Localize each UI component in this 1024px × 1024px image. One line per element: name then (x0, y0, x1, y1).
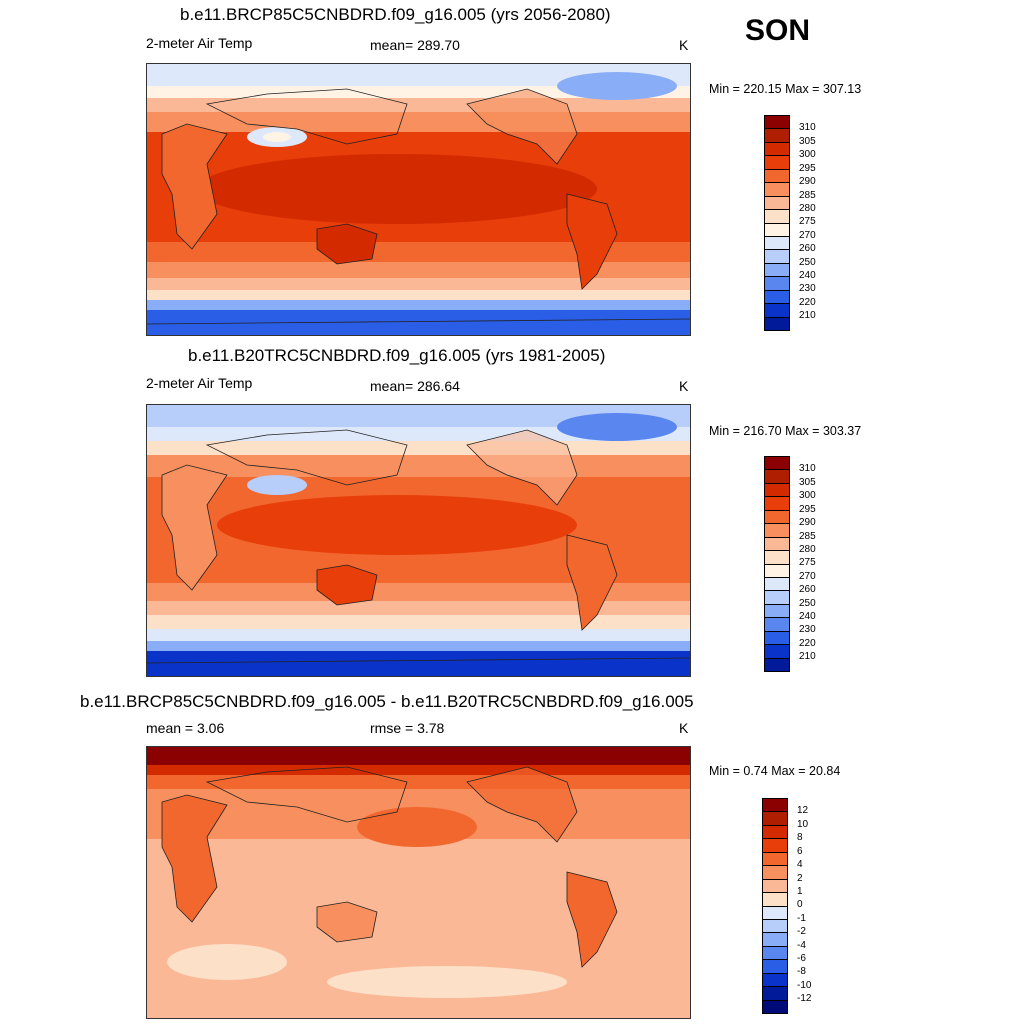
colorbar-tick: -2 (797, 926, 806, 937)
colorbar-tick: 250 (799, 257, 816, 268)
colorbar-tick: 12 (797, 805, 809, 816)
panel-3-title: b.e11.BRCP85C5CNBDRD.f09_g16.005 - b.e11… (80, 692, 694, 711)
colorbar-tick: 4 (797, 859, 803, 870)
panel-2-map-plot (147, 405, 690, 676)
colorbar-tick: 250 (799, 598, 816, 609)
colorbar-tick: -1 (797, 913, 806, 924)
panel-3-colorbar (762, 798, 788, 1014)
panel-1-map-plot (147, 64, 690, 335)
panel-3-mean-label: mean = 3.06 (146, 720, 225, 736)
colorbar-tick: 210 (799, 651, 816, 662)
panel-1-title: b.e11.BRCP85C5CNBDRD.f09_g16.005 (yrs 20… (180, 5, 611, 24)
colorbar-tick: -12 (797, 993, 812, 1004)
panel-3-colorbar-boxes (762, 798, 788, 1014)
colorbar-tick: -4 (797, 940, 806, 951)
colorbar-tick: 275 (799, 557, 816, 568)
colorbar-tick: 310 (799, 122, 816, 133)
panel-2-map (146, 404, 691, 677)
panel-2-colorbar-boxes (764, 456, 790, 672)
panel-2-minmax: Min = 216.70 Max = 303.37 (709, 424, 862, 438)
panel-1-map (146, 63, 691, 336)
panel-1-minmax: Min = 220.15 Max = 307.13 (709, 82, 862, 96)
colorbar-tick: 295 (799, 163, 816, 174)
colorbar-tick: 10 (797, 819, 809, 830)
colorbar-tick: 2 (797, 873, 803, 884)
colorbar-tick: 1 (797, 886, 803, 897)
colorbar-tick: 305 (799, 136, 816, 147)
colorbar-tick: 275 (799, 216, 816, 227)
season-label: SON (745, 14, 811, 47)
colorbar-tick: 8 (797, 832, 803, 843)
panel-2-units-label: K (679, 378, 689, 394)
panel-3-minmax: Min = 0.74 Max = 20.84 (709, 764, 841, 778)
panel-3-map (146, 746, 691, 1019)
panel-1-colorbar-boxes (764, 115, 790, 331)
colorbar-tick: 295 (799, 504, 816, 515)
colorbar-tick: 260 (799, 243, 816, 254)
panel-2-variable-label: 2-meter Air Temp (146, 375, 253, 391)
colorbar-tick: 210 (799, 310, 816, 321)
colorbar-tick: 285 (799, 531, 816, 542)
colorbar-tick: 270 (799, 230, 816, 241)
colorbar-tick: 285 (799, 190, 816, 201)
colorbar-tick: 310 (799, 463, 816, 474)
colorbar-tick: 0 (797, 899, 803, 910)
colorbar-tick: 290 (799, 176, 816, 187)
colorbar-tick: 220 (799, 638, 816, 649)
colorbar-tick: 260 (799, 584, 816, 595)
colorbar-tick: 230 (799, 624, 816, 635)
panel-1-variable-label: 2-meter Air Temp (146, 35, 253, 51)
colorbar-tick: 240 (799, 270, 816, 281)
panel-3-units-label: K (679, 720, 689, 736)
panel-2-title: b.e11.B20TRC5CNBDRD.f09_g16.005 (yrs 198… (188, 346, 606, 365)
panel-2-mean-label: mean= 286.64 (370, 378, 460, 394)
colorbar-tick: 230 (799, 283, 816, 294)
colorbar-tick: 280 (799, 544, 816, 555)
colorbar-tick: 280 (799, 203, 816, 214)
colorbar-tick: 220 (799, 297, 816, 308)
panel-1-units-label: K (679, 37, 689, 53)
panel-3-rmse-label: rmse = 3.78 (370, 720, 445, 736)
colorbar-tick: 305 (799, 477, 816, 488)
colorbar-tick: -10 (797, 980, 812, 991)
colorbar-tick: 240 (799, 611, 816, 622)
colorbar-tick: 6 (797, 846, 803, 857)
panel-3-map-plot (147, 747, 690, 1018)
colorbar-tick: 290 (799, 517, 816, 528)
panel-1-colorbar (764, 115, 790, 331)
panel-2-colorbar (764, 456, 790, 672)
colorbar-tick: 300 (799, 149, 816, 160)
colorbar-tick: 300 (799, 490, 816, 501)
colorbar-tick: 270 (799, 571, 816, 582)
colorbar-tick: -8 (797, 966, 806, 977)
panel-1-mean-label: mean= 289.70 (370, 37, 460, 53)
colorbar-tick: -6 (797, 953, 806, 964)
